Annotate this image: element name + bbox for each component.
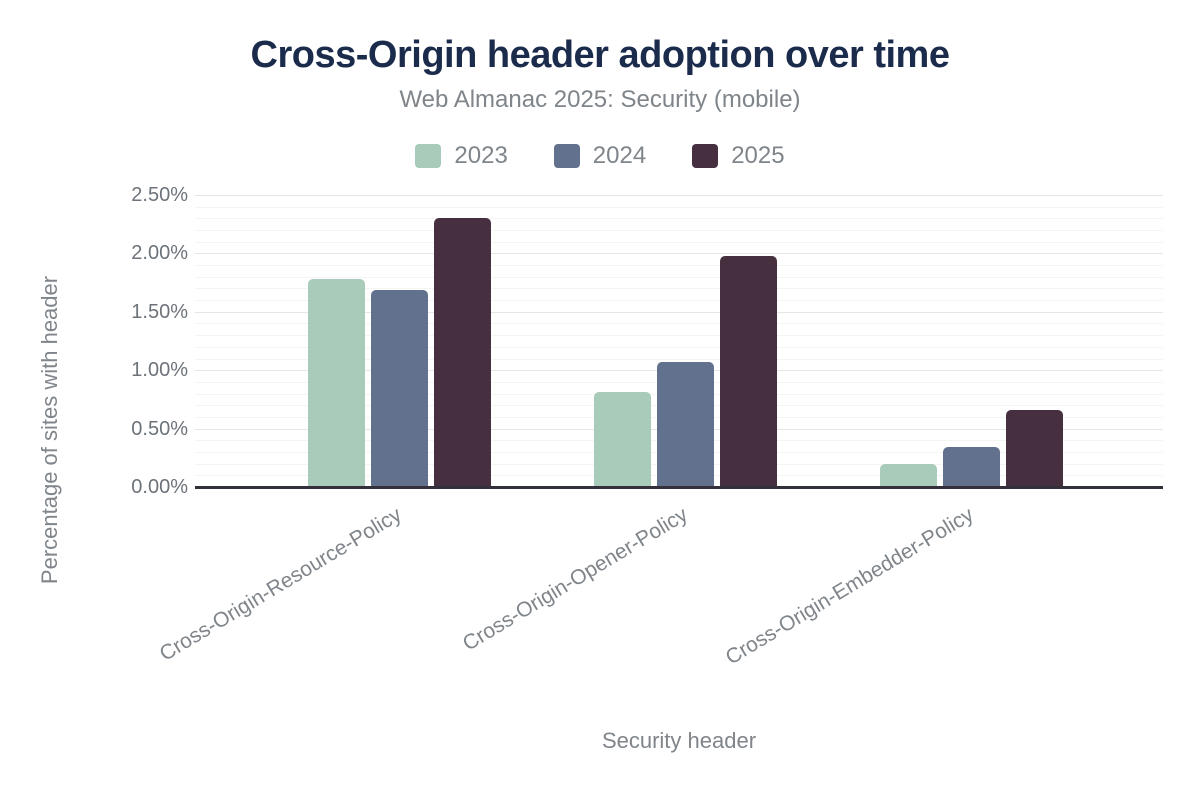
chart-subtitle: Web Almanac 2025: Security (mobile): [399, 86, 801, 113]
bar-2023-Cross-Origin-Resource-Policy[interactable]: [307, 279, 365, 487]
bar-2023-Cross-Origin-Embedder-Policy[interactable]: [879, 463, 937, 487]
y-tick-label: 2.50%: [131, 184, 188, 206]
bar-2024-Cross-Origin-Opener-Policy[interactable]: [656, 362, 714, 487]
bar-2024-Cross-Origin-Resource-Policy[interactable]: [370, 289, 428, 487]
gridline-minor: [195, 206, 1163, 208]
bar-2023-Cross-Origin-Opener-Policy[interactable]: [593, 392, 651, 487]
legend-item-2025[interactable]: 2025: [692, 142, 785, 170]
y-tick-label: 0.00%: [131, 476, 188, 498]
legend-label: 2024: [592, 142, 647, 169]
legend-item-2023[interactable]: 2023: [415, 142, 508, 170]
x-category-label: Cross-Origin-Embedder-Policy: [721, 503, 978, 670]
legend-swatch-2025: [692, 144, 719, 168]
x-axis-line: [195, 486, 1163, 489]
gridline-minor: [195, 265, 1163, 267]
chart-title: Cross-Origin header adoption over time: [250, 34, 950, 76]
gridline-major: [195, 195, 1163, 196]
legend-swatch-2023: [415, 144, 442, 168]
legend-item-2024[interactable]: 2024: [553, 142, 647, 170]
gridline-minor: [195, 218, 1163, 220]
legend-label: 2025: [731, 142, 785, 169]
bar-2025-Cross-Origin-Embedder-Policy[interactable]: [1005, 409, 1063, 487]
bar-2024-Cross-Origin-Embedder-Policy[interactable]: [942, 447, 1000, 487]
y-tick-label: 1.50%: [131, 300, 188, 323]
gridline-minor: [195, 230, 1163, 232]
gridline-minor: [195, 276, 1163, 278]
y-tick-label: 0.50%: [131, 417, 188, 440]
gridline-major: [195, 253, 1163, 255]
bar-2025-Cross-Origin-Resource-Policy[interactable]: [433, 218, 491, 487]
x-category-label: Cross-Origin-Opener-Policy: [458, 503, 692, 656]
x-category-label: Cross-Origin-Resource-Policy: [155, 503, 406, 666]
y-tick-label: 1.00%: [131, 359, 188, 382]
gridline-minor: [195, 241, 1163, 243]
legend-label: 2023: [454, 142, 508, 169]
x-axis-title: Security header: [601, 728, 757, 753]
y-axis-title: Percentage of sites with header: [37, 275, 62, 585]
y-tick-label: 2.00%: [131, 242, 188, 265]
legend-swatch-2024: [553, 144, 580, 168]
bar-2025-Cross-Origin-Opener-Policy[interactable]: [719, 255, 777, 487]
legend: 2023 2024 2025: [0, 142, 1200, 170]
